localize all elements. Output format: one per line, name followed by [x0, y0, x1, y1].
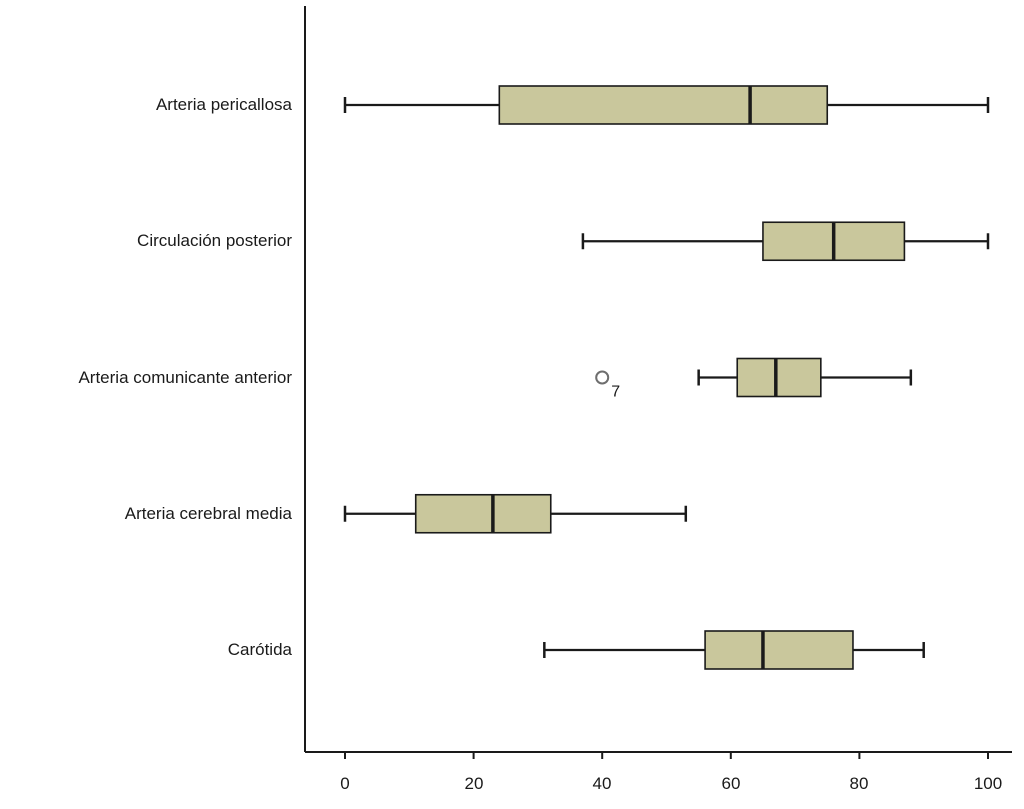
x-tick-label: 40: [592, 774, 612, 793]
category-label: Arteria cerebral media: [124, 504, 292, 523]
outlier-label: 7: [611, 384, 620, 401]
outlier-point: [595, 370, 610, 385]
category-label: Circulación posterior: [137, 231, 292, 250]
box: [736, 357, 822, 398]
box: [704, 630, 854, 670]
category-label: Arteria pericallosa: [155, 95, 292, 114]
x-tick-label: 20: [464, 774, 484, 793]
category-label: Carótida: [227, 640, 292, 659]
x-tick-label: 0: [340, 774, 350, 793]
x-tick-label: 80: [849, 774, 869, 793]
box: [498, 85, 829, 125]
box: [414, 493, 552, 534]
category-label: Arteria comunicante anterior: [78, 368, 292, 387]
x-tick-label: 100: [973, 774, 1003, 793]
x-tick-label: 60: [721, 774, 741, 793]
